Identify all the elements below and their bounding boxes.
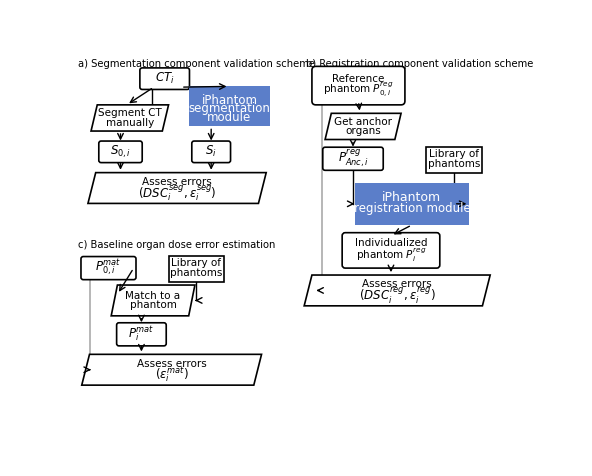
Text: iPhantom: iPhantom	[382, 191, 442, 204]
Polygon shape	[304, 275, 490, 306]
Polygon shape	[325, 113, 401, 139]
Text: Reference: Reference	[332, 74, 385, 84]
Text: phantoms: phantoms	[427, 159, 480, 169]
Text: $(DSC_i^{seg}, \varepsilon_i^{seg})$: $(DSC_i^{seg}, \varepsilon_i^{seg})$	[138, 184, 216, 203]
FancyBboxPatch shape	[189, 86, 270, 127]
FancyBboxPatch shape	[117, 323, 166, 346]
Text: iPhantom: iPhantom	[201, 94, 258, 107]
Text: $(DSC_i^{reg}, \varepsilon_i^{reg})$: $(DSC_i^{reg}, \varepsilon_i^{reg})$	[359, 286, 436, 306]
Text: Assess errors: Assess errors	[362, 279, 432, 289]
Text: $(\varepsilon_i^{mat})$: $(\varepsilon_i^{mat})$	[155, 366, 188, 385]
Text: Segment CT: Segment CT	[98, 109, 162, 119]
FancyBboxPatch shape	[342, 233, 440, 268]
Text: organs: organs	[345, 126, 381, 136]
FancyBboxPatch shape	[355, 183, 469, 225]
FancyBboxPatch shape	[140, 68, 189, 89]
Text: registration module: registration module	[353, 202, 470, 215]
Text: $P_i^{mat}$: $P_i^{mat}$	[128, 325, 155, 344]
Text: Assess errors: Assess errors	[137, 358, 207, 368]
Text: $S_i$: $S_i$	[205, 144, 217, 159]
Text: a) Segmentation component validation scheme: a) Segmentation component validation sch…	[78, 60, 315, 69]
Text: phantom $P_i^{reg}$: phantom $P_i^{reg}$	[356, 247, 426, 264]
FancyBboxPatch shape	[169, 256, 224, 282]
Text: module: module	[207, 111, 252, 124]
Text: Match to a: Match to a	[126, 291, 181, 301]
Polygon shape	[88, 173, 266, 203]
Text: c) Baseline organ dose error estimation: c) Baseline organ dose error estimation	[78, 240, 275, 250]
Text: manually: manually	[106, 118, 154, 128]
Text: Individualized: Individualized	[355, 238, 427, 248]
FancyBboxPatch shape	[426, 147, 482, 173]
FancyBboxPatch shape	[99, 141, 142, 163]
Text: Assess errors: Assess errors	[142, 177, 212, 187]
Polygon shape	[91, 105, 169, 131]
Polygon shape	[111, 285, 195, 316]
Polygon shape	[82, 354, 262, 385]
Text: $P_{0,i}^{mat}$: $P_{0,i}^{mat}$	[95, 258, 122, 278]
Text: phantoms: phantoms	[170, 268, 223, 278]
Text: $P_{Anc,i}^{reg}$: $P_{Anc,i}^{reg}$	[337, 148, 368, 169]
Text: Get anchor: Get anchor	[334, 117, 392, 127]
FancyBboxPatch shape	[312, 66, 405, 105]
Text: $S_{0,i}$: $S_{0,i}$	[110, 144, 131, 160]
Text: $CT_i$: $CT_i$	[155, 71, 175, 86]
Text: segmentation: segmentation	[188, 102, 271, 115]
Text: phantom $P_{0,i}^{reg}$: phantom $P_{0,i}^{reg}$	[323, 80, 394, 99]
FancyBboxPatch shape	[192, 141, 230, 163]
Text: b) Registration component validation scheme: b) Registration component validation sch…	[307, 60, 534, 69]
FancyBboxPatch shape	[323, 147, 383, 170]
Text: phantom: phantom	[130, 300, 176, 310]
Text: Library of: Library of	[429, 149, 479, 159]
Text: Library of: Library of	[172, 258, 221, 268]
FancyBboxPatch shape	[81, 257, 136, 280]
